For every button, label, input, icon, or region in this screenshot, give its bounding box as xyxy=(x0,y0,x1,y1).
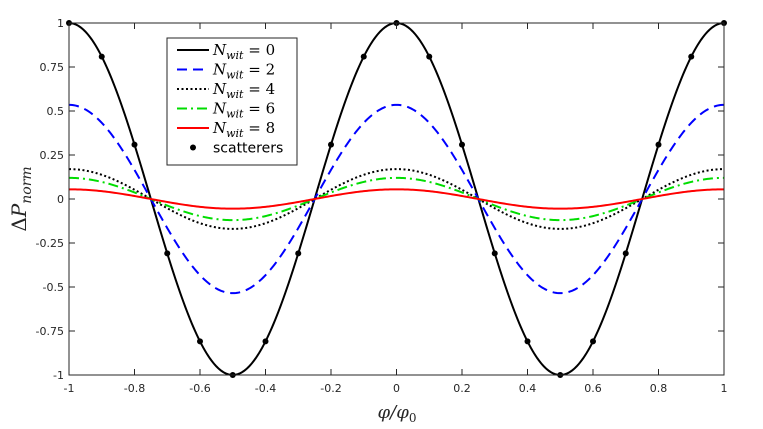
legend-label-1: Nwit = 2 xyxy=(212,61,275,82)
legend-box xyxy=(166,37,298,166)
series-line-2 xyxy=(68,168,725,230)
scatter-point xyxy=(590,338,596,345)
scatter-layer xyxy=(66,20,727,378)
series-line-3 xyxy=(68,176,725,222)
x-tick-label: 0.4 xyxy=(519,382,537,395)
scatter-point xyxy=(295,250,302,257)
scatter-point xyxy=(459,141,465,148)
scatter-point xyxy=(262,338,269,345)
axes-layer: -1 -0.8 -0.6 -0.4 -0.2 0 0.2 0.4 0.6 0.8 1 -1 -0.75 -… xyxy=(36,17,728,395)
y-axis-title: ΔPnorm xyxy=(7,166,35,231)
scatter-point xyxy=(491,250,498,257)
y-tick-label: 1 xyxy=(57,17,64,30)
scatter-point xyxy=(688,53,695,60)
legend-label-4: Nwit = 8 xyxy=(212,119,275,140)
x-tick-label: 0 xyxy=(393,382,400,395)
x-tick-label: 0.2 xyxy=(453,382,471,395)
y-tick-label: -0.25 xyxy=(36,237,64,250)
x-tick-label: -1 xyxy=(64,382,75,395)
x-tick-label: 0.8 xyxy=(650,382,668,395)
y-tick-label: -1 xyxy=(53,369,64,382)
legend-label-scatterers: scatterers xyxy=(213,141,283,157)
scatter-point xyxy=(426,53,433,60)
scatter-point xyxy=(131,141,138,148)
y-tick-label: -0.75 xyxy=(36,325,64,338)
scatter-point xyxy=(360,53,367,60)
legend-swatch-scatter xyxy=(190,144,196,151)
x-tick-label: -0.4 xyxy=(255,382,276,395)
scatter-point xyxy=(164,250,171,257)
legend-label-0: Nwit = 0 xyxy=(212,41,275,62)
x-tick-label: 0.6 xyxy=(584,382,602,395)
x-tick-label: 1 xyxy=(721,382,728,395)
x-tick-label: -0.2 xyxy=(320,382,341,395)
scatter-point xyxy=(328,141,334,148)
scatter-point xyxy=(197,338,203,345)
y-tick-label: 0 xyxy=(57,193,64,206)
y-tick-label: -0.5 xyxy=(43,281,64,294)
y-tick-label: 0.75 xyxy=(40,61,65,74)
x-tick-label: -0.8 xyxy=(124,382,145,395)
series-line-4 xyxy=(69,188,724,210)
legend-label-2: Nwit = 4 xyxy=(212,80,275,101)
x-axis-title: φ/φ0 xyxy=(378,402,417,425)
series-line-1 xyxy=(68,103,725,295)
y-tick-label: 0.25 xyxy=(40,149,65,162)
scatter-point xyxy=(622,250,629,257)
scatter-point xyxy=(98,53,105,60)
scatter-point xyxy=(655,141,662,148)
scatter-point xyxy=(524,338,531,345)
legend-label-3: Nwit = 6 xyxy=(212,100,275,121)
y-tick-label: 0.5 xyxy=(47,105,65,118)
x-tick-label: -0.6 xyxy=(189,382,210,395)
